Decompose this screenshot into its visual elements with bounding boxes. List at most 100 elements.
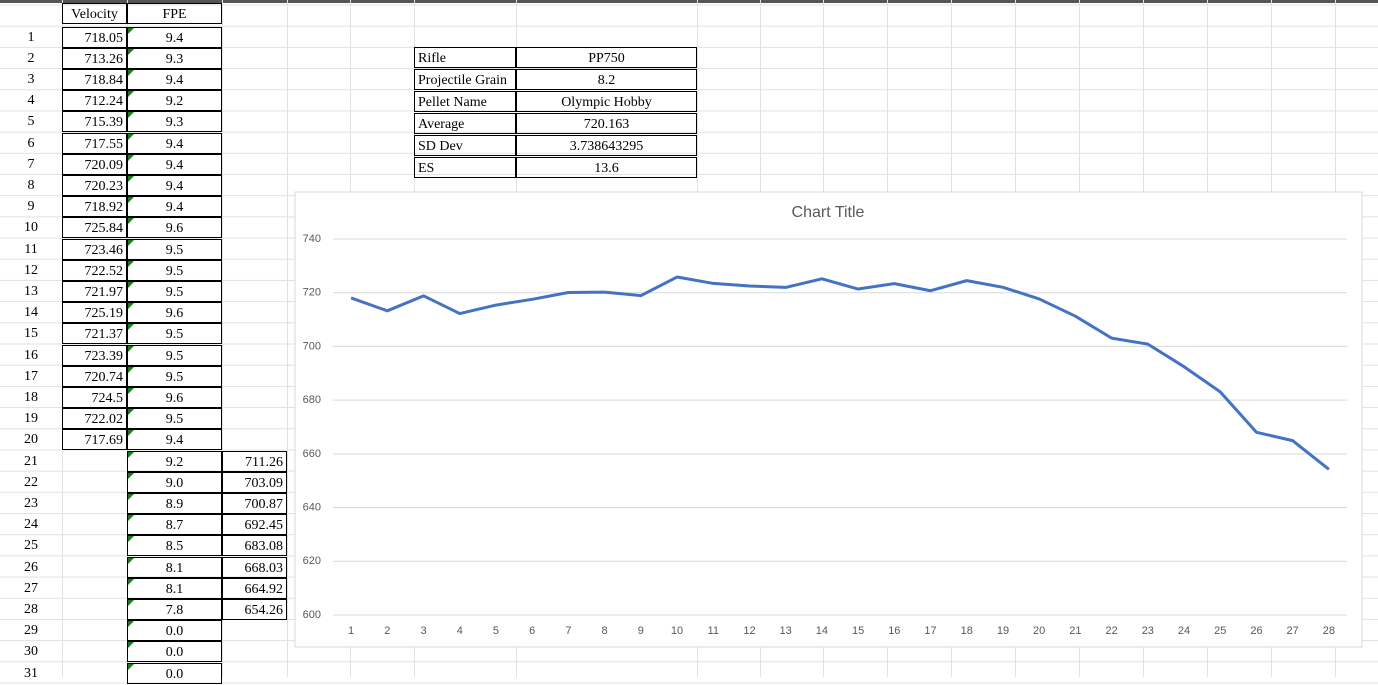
cell: Pellet Name [414, 91, 516, 112]
x-tick-label: 25 [1214, 625, 1226, 637]
error-marker [128, 557, 134, 564]
cell: 9.5 [127, 280, 222, 302]
error-marker [128, 69, 134, 76]
cell: 8.1 [127, 577, 222, 599]
cell: 14 [24, 305, 38, 321]
cell: 717.55 [62, 132, 127, 154]
y-tick-label: 620 [303, 555, 321, 567]
error-marker [128, 387, 134, 394]
error-marker [128, 663, 134, 670]
cell: 12 [24, 262, 38, 278]
cell: 9.5 [127, 408, 222, 430]
cell: 10 [24, 220, 38, 236]
cell: 15 [24, 326, 38, 342]
cell: 9.6 [127, 386, 222, 408]
error-marker [128, 239, 134, 246]
x-tick-label: 24 [1178, 625, 1190, 637]
cell: 683.08 [222, 535, 287, 557]
cell: 703.09 [222, 471, 287, 493]
cell: 721.97 [62, 280, 127, 302]
error-marker [128, 642, 134, 649]
cell: 718.92 [62, 196, 127, 218]
cell: 30 [24, 644, 38, 660]
cell: 0.0 [127, 620, 222, 642]
cell: 25 [24, 538, 38, 554]
x-tick-label: 27 [1287, 625, 1299, 637]
cell: Projectile Grain [414, 69, 516, 90]
cell: 0.0 [127, 641, 222, 663]
y-tick-label: 720 [303, 287, 321, 299]
cell: 13.6 [516, 157, 697, 178]
cell: 9.0 [127, 471, 222, 493]
cell: 9.4 [127, 132, 222, 154]
error-marker [128, 154, 134, 161]
cell: 654.26 [222, 598, 287, 620]
x-tick-label: 22 [1105, 625, 1117, 637]
x-tick-label: 6 [529, 625, 535, 637]
cell: 5 [27, 114, 35, 130]
x-tick-label: 18 [961, 625, 973, 637]
error-marker [128, 345, 134, 352]
cell: 713.26 [62, 47, 127, 69]
cell: 9.4 [127, 174, 222, 196]
error-marker [128, 27, 134, 34]
cell: 722.02 [62, 408, 127, 430]
cell: FPE [127, 3, 222, 24]
cell: 725.19 [62, 302, 127, 324]
cell: 18 [24, 389, 38, 405]
cell: 9.5 [127, 323, 222, 345]
cell: 8.9 [127, 492, 222, 514]
top-bar [0, 0, 1378, 3]
cell: 9 [27, 199, 35, 215]
cell: 7 [27, 156, 35, 172]
cell: 9.5 [127, 365, 222, 387]
cell: 28 [24, 601, 38, 617]
cell: Velocity [62, 3, 127, 24]
error-marker [128, 366, 134, 373]
error-marker [128, 599, 134, 606]
error-marker [128, 260, 134, 267]
cell: 723.39 [62, 344, 127, 366]
x-tick-label: 10 [671, 625, 683, 637]
x-tick-label: 2 [384, 625, 390, 637]
x-tick-label: 8 [602, 625, 608, 637]
error-marker [128, 133, 134, 140]
cell: 712.24 [62, 90, 127, 112]
cell: 700.87 [222, 492, 287, 514]
chart-title: Chart Title [792, 204, 865, 221]
cell: 9.4 [127, 26, 222, 48]
x-tick-label: 19 [997, 625, 1009, 637]
cell: 9.3 [127, 47, 222, 69]
cell: 16 [24, 347, 38, 363]
cell: 692.45 [222, 514, 287, 536]
cell: Olympic Hobby [516, 91, 697, 112]
cell: 3 [27, 71, 35, 87]
cell: 720.09 [62, 153, 127, 175]
error-marker [128, 409, 134, 416]
x-tick-label: 21 [1069, 625, 1081, 637]
cell: 29 [24, 623, 38, 639]
column-line [222, 0, 223, 677]
error-marker [128, 281, 134, 288]
cell: 23 [24, 495, 38, 511]
y-tick-label: 660 [303, 448, 321, 460]
error-marker [128, 578, 134, 585]
y-tick-label: 680 [303, 394, 321, 406]
x-tick-label: 15 [852, 625, 864, 637]
cell: 8.1 [127, 556, 222, 578]
cell: 22 [24, 474, 38, 490]
x-tick-label: 26 [1250, 625, 1262, 637]
cell: 724.5 [62, 386, 127, 408]
x-tick-label: 23 [1142, 625, 1154, 637]
x-tick-label: 20 [1033, 625, 1045, 637]
cell: 9.3 [127, 111, 222, 133]
cell: 9.4 [127, 196, 222, 218]
cell: 715.39 [62, 111, 127, 133]
cell: 9.5 [127, 259, 222, 281]
error-marker [128, 324, 134, 331]
cell: 664.92 [222, 577, 287, 599]
cell: 9.2 [127, 450, 222, 472]
cell: Average [414, 113, 516, 134]
error-marker [128, 515, 134, 522]
